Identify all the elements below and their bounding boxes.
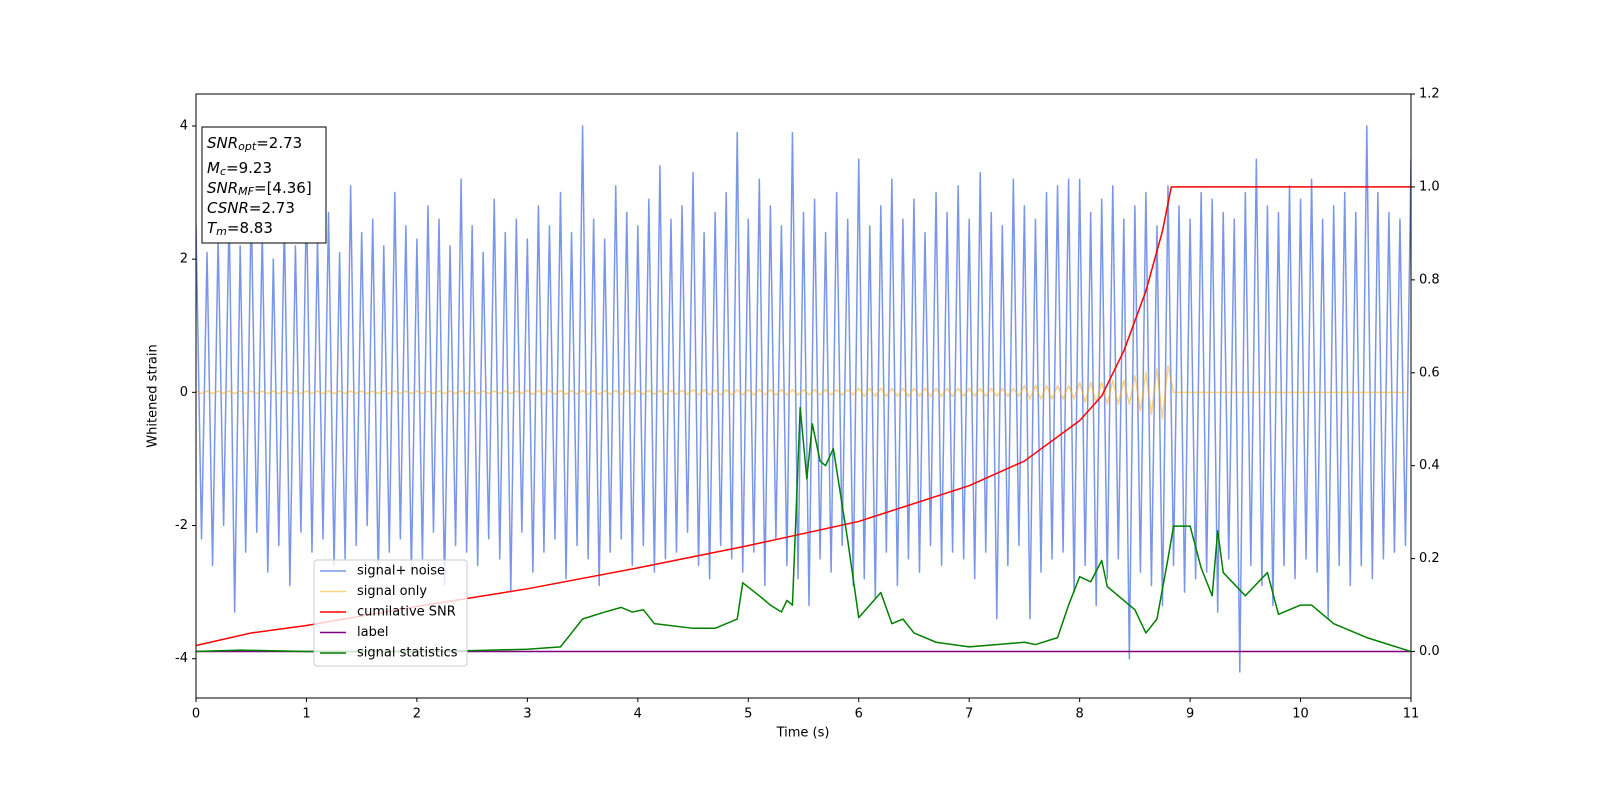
series-line xyxy=(196,406,1411,653)
annotation: CSNR=2.73 xyxy=(207,199,295,217)
legend-label: label xyxy=(357,625,388,640)
annotation-text: =2.73 xyxy=(249,199,295,217)
legend-label: signal only xyxy=(357,584,427,599)
x-tick-label: 3 xyxy=(523,707,531,722)
annotation-label: SNR xyxy=(207,134,238,152)
y-tick-label: 2 xyxy=(180,252,188,267)
annotation-text: =9.23 xyxy=(226,159,272,177)
annotation-label: SNR xyxy=(207,179,238,197)
x-tick-label: 10 xyxy=(1292,707,1309,722)
x-tick-label: 8 xyxy=(1075,707,1083,722)
annotation-sub: MF xyxy=(238,185,254,198)
annotation-box xyxy=(201,126,327,244)
annotation-text: =[4.36] xyxy=(254,179,312,197)
annotation: Tm=8.83 xyxy=(207,219,273,239)
y2-tick-label: 0.6 xyxy=(1419,365,1440,380)
legend-label: signal statistics xyxy=(357,646,458,661)
x-tick-label: 6 xyxy=(855,707,863,722)
x-tick-label: 5 xyxy=(744,707,752,722)
legend-label: cumilative SNR xyxy=(357,605,456,620)
y-tick-label: 0 xyxy=(180,385,188,400)
annotation: Mc=9.23 xyxy=(207,159,272,179)
x-tick-label: 4 xyxy=(634,707,642,722)
x-tick-label: 9 xyxy=(1186,707,1194,722)
annotation-sub: c xyxy=(220,165,226,178)
y-tick-label: -4 xyxy=(175,651,188,666)
y2-tick-label: 1.2 xyxy=(1419,87,1440,102)
legend-label: signal+ noise xyxy=(357,564,445,579)
x-tick-label: 1 xyxy=(302,707,310,722)
annotation: SNRMF=[4.36] xyxy=(207,179,312,199)
plot-frame xyxy=(195,93,1412,699)
annotation: SNRopt=2.73 xyxy=(207,134,302,154)
x-tick-label: 0 xyxy=(192,707,200,722)
y-tick-label: 4 xyxy=(180,118,188,133)
annotation-sub: opt xyxy=(238,140,257,153)
series-line xyxy=(196,364,1406,420)
y2-tick-label: 0.8 xyxy=(1419,272,1440,287)
annotation-label: CSNR xyxy=(207,199,249,217)
y-axis-label: Whitened strain xyxy=(146,344,161,447)
legend-box xyxy=(313,559,468,667)
x-tick-label: 2 xyxy=(413,707,421,722)
y-tick-label: -2 xyxy=(175,518,188,533)
x-axis-label: Time (s) xyxy=(776,726,830,741)
annotation-text: =2.73 xyxy=(256,134,302,152)
series-line xyxy=(196,125,1411,673)
annotation-text: =8.83 xyxy=(227,219,273,237)
y2-tick-label: 0.0 xyxy=(1419,644,1440,659)
annotation-label: T xyxy=(207,219,218,237)
x-tick-label: 11 xyxy=(1403,707,1420,722)
y2-tick-label: 1.0 xyxy=(1419,179,1440,194)
y2-tick-label: 0.2 xyxy=(1419,551,1440,566)
y2-tick-label: 0.4 xyxy=(1419,458,1440,473)
x-tick-label: 7 xyxy=(965,707,973,722)
annotation-label: M xyxy=(207,159,220,177)
annotation-sub: m xyxy=(216,225,227,238)
